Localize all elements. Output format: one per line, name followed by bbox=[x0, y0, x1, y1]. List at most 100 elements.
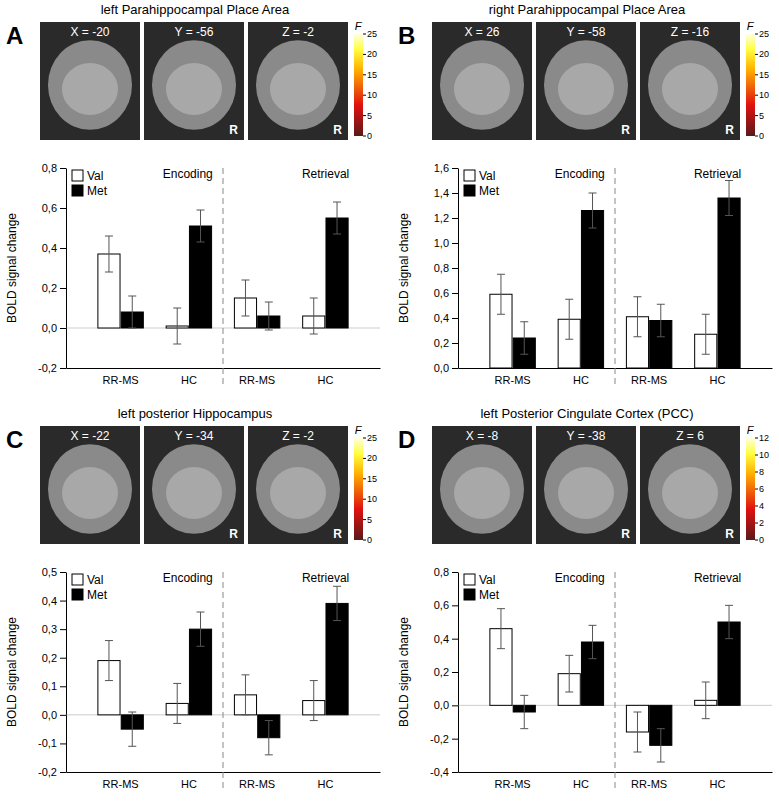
error-cap bbox=[241, 316, 249, 317]
plot-area bbox=[98, 586, 348, 755]
y-tick-label: 1,2 bbox=[434, 212, 449, 224]
legend: ValMet bbox=[72, 169, 108, 198]
x-tick-label: RR-MS bbox=[239, 778, 275, 790]
error-cap bbox=[310, 334, 318, 335]
error-line bbox=[313, 681, 314, 721]
error-line bbox=[245, 280, 246, 316]
error-cap bbox=[702, 682, 710, 683]
colorbar-tick bbox=[363, 499, 366, 500]
slice-image bbox=[536, 426, 636, 544]
colorbar-tick-label: 5 bbox=[367, 515, 372, 525]
legend-swatch bbox=[464, 574, 475, 585]
error-cap bbox=[702, 314, 710, 315]
error-bar bbox=[565, 299, 573, 339]
error-bar bbox=[725, 181, 733, 216]
colorbar-tick bbox=[755, 438, 758, 439]
error-line bbox=[729, 605, 730, 638]
colorbar-tick bbox=[755, 136, 758, 137]
y-tick: 0,3 bbox=[42, 623, 66, 635]
bar bbox=[718, 198, 740, 368]
x-tick-label: HC bbox=[181, 778, 197, 790]
y-tick-label: 0,2 bbox=[42, 282, 57, 294]
y-tick: 0,4 bbox=[42, 242, 66, 254]
y-tick-label: 0,0 bbox=[42, 709, 57, 721]
error-line bbox=[637, 712, 638, 752]
y-tick-label: 0,8 bbox=[434, 566, 449, 578]
y-tick-mark bbox=[60, 248, 66, 249]
colorbar-tick bbox=[363, 34, 366, 35]
group-label: Retrieval bbox=[302, 571, 349, 585]
slice-label: X = -8 bbox=[466, 429, 499, 443]
slice-label: Y = -56 bbox=[175, 25, 214, 39]
error-line bbox=[705, 314, 706, 354]
x-tick: HC bbox=[573, 778, 589, 790]
y-tick-mark bbox=[452, 705, 458, 706]
y-tick-mark bbox=[452, 343, 458, 344]
slice-label: X = 26 bbox=[464, 25, 499, 39]
error-line bbox=[268, 302, 269, 330]
y-tick-mark bbox=[452, 318, 458, 319]
y-tick-mark bbox=[452, 605, 458, 606]
legend: ValMet bbox=[464, 169, 500, 198]
x-tick: RR-MS bbox=[103, 778, 139, 790]
colorbar-tick bbox=[363, 478, 366, 479]
y-tick-mark bbox=[452, 772, 458, 773]
y-tick-label: -0,2 bbox=[38, 766, 57, 778]
x-tick-label: RR-MS bbox=[239, 374, 275, 386]
y-axis-title: BOLD signal change bbox=[397, 617, 411, 727]
title: right Parahippocampal Place Area bbox=[489, 2, 686, 17]
error-cap bbox=[310, 680, 318, 681]
error-bar bbox=[197, 612, 205, 646]
error-line bbox=[569, 655, 570, 692]
error-bar bbox=[589, 193, 597, 228]
error-bar bbox=[657, 729, 665, 762]
colorbar bbox=[354, 438, 363, 540]
colorbar-tick bbox=[755, 95, 758, 96]
slice-image bbox=[248, 22, 348, 140]
colorbar-tick-label: 20 bbox=[367, 49, 377, 59]
colorbar-tick bbox=[363, 136, 366, 137]
y-tick: 0,2 bbox=[42, 282, 66, 294]
y-tick-mark bbox=[452, 639, 458, 640]
x-tick-label: HC bbox=[181, 374, 197, 386]
error-line bbox=[500, 274, 501, 314]
brain-shape bbox=[256, 444, 340, 534]
error-line bbox=[108, 641, 109, 681]
error-cap bbox=[497, 314, 505, 315]
legend-label: Met bbox=[479, 588, 500, 602]
y-tick-label: 0,6 bbox=[434, 599, 449, 611]
error-bar bbox=[173, 308, 181, 344]
x-tick: HC bbox=[317, 374, 333, 386]
x-tick-label: RR-MS bbox=[631, 374, 667, 386]
legend: ValMet bbox=[72, 573, 108, 602]
y-tick-label: 0,3 bbox=[42, 623, 57, 635]
colorbar-tick bbox=[363, 458, 366, 459]
group-label: Retrieval bbox=[302, 167, 349, 181]
y-tick: 0,5 bbox=[42, 566, 66, 578]
y-tick-mark bbox=[452, 193, 458, 194]
legend-swatch bbox=[72, 574, 83, 585]
y-tick-mark bbox=[60, 629, 66, 630]
colorbar-tick-label: 4 bbox=[759, 501, 764, 511]
error-cap bbox=[197, 210, 205, 211]
y-tick: -0,2 bbox=[38, 766, 66, 778]
y-axis-title: BOLD signal change bbox=[397, 213, 411, 323]
side-label: R bbox=[725, 527, 734, 541]
panel-letter: A bbox=[6, 22, 23, 49]
colorbar-tick-label: 15 bbox=[367, 474, 377, 484]
error-cap bbox=[173, 723, 181, 724]
y-tick-label: 1,0 bbox=[434, 237, 449, 249]
side-label: R bbox=[229, 527, 238, 541]
x-tick: HC bbox=[709, 778, 725, 790]
x-tick-label: RR-MS bbox=[631, 778, 667, 790]
colorbar-tick bbox=[755, 74, 758, 75]
side-label: R bbox=[333, 123, 342, 137]
y-tick: 0,0 bbox=[434, 699, 458, 711]
brain-shape bbox=[152, 40, 236, 130]
error-cap bbox=[725, 180, 733, 181]
error-cap bbox=[702, 718, 710, 719]
error-cap bbox=[497, 274, 505, 275]
error-line bbox=[245, 675, 246, 715]
panel: Aleft Parahippocampal Place AreaX = -20Y… bbox=[5, 2, 381, 388]
x-tick: HC bbox=[181, 778, 197, 790]
